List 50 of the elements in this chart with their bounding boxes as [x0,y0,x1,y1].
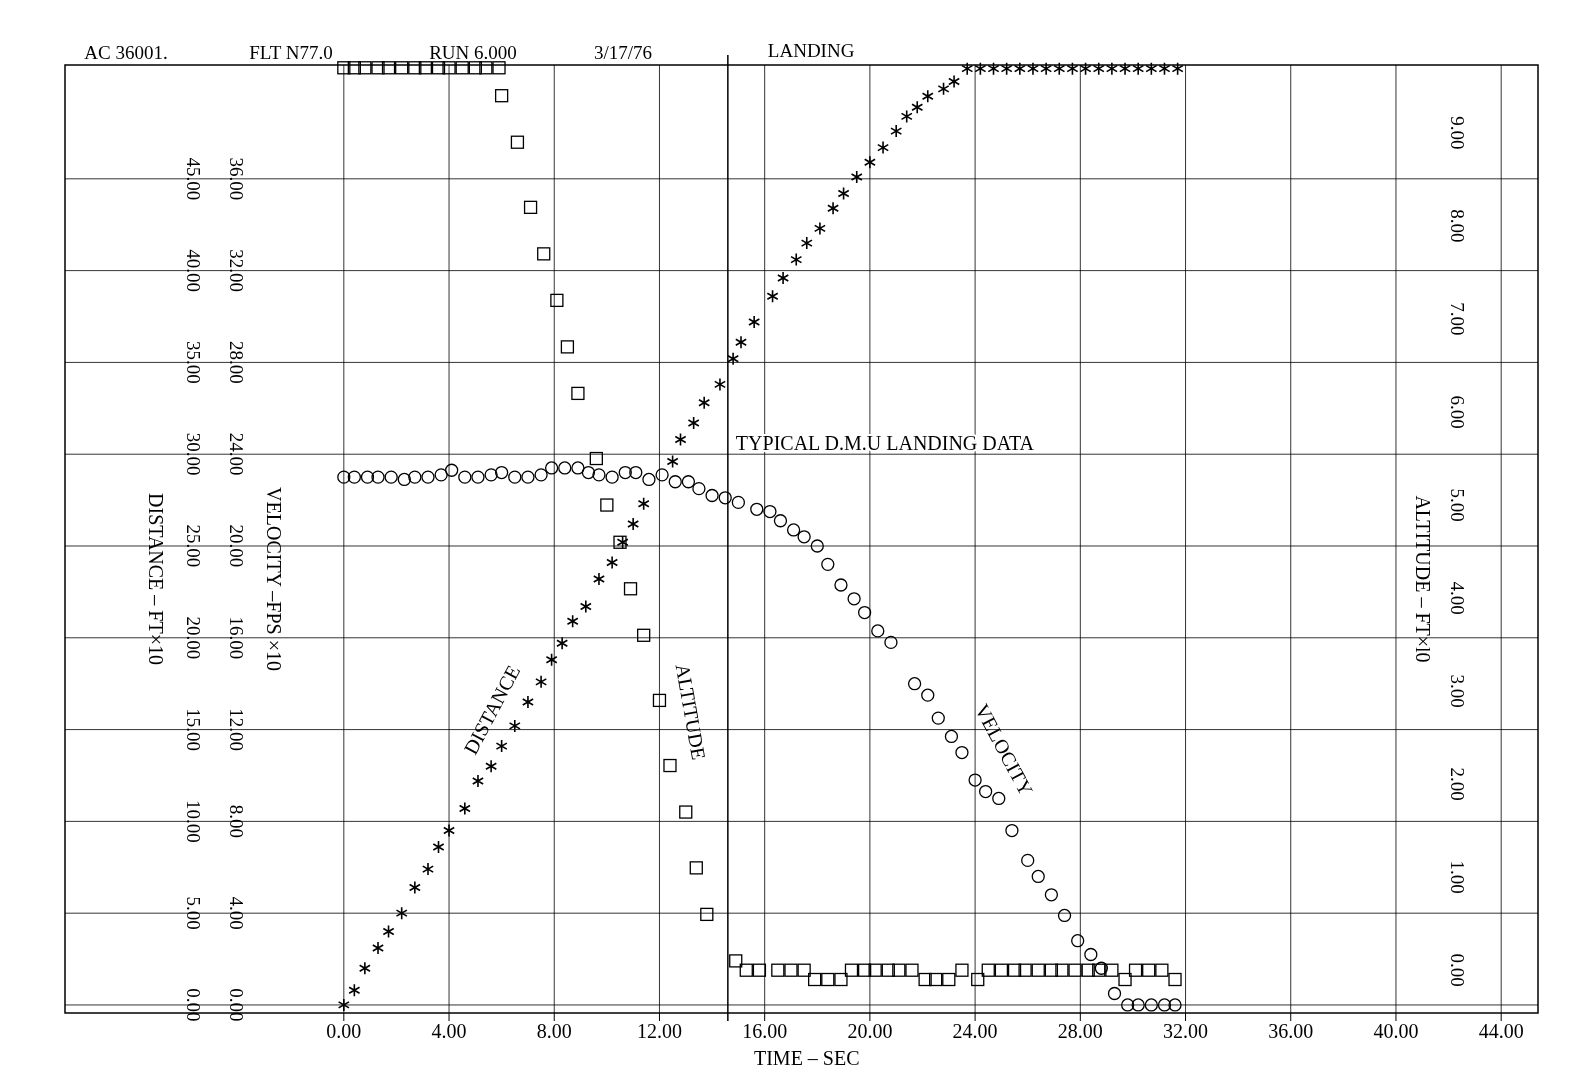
y2-axis-title: DISTANCE – FT×10 [145,493,168,665]
x-tick-label: 8.00 [536,1020,572,1042]
y2-tick-label: 30.00 [182,432,204,476]
text: ALTITUDE [671,662,711,762]
x-tick-label: 32.00 [1163,1020,1209,1042]
y2-tick-label: 35.00 [182,341,204,384]
y3-tick-label: 9.00 [1446,116,1468,150]
y2-tick-label: 10.00 [182,799,204,843]
y2-tick-label: 40.00 [182,249,204,292]
y2-tick-label: 20.00 [182,616,204,660]
y3-tick-label: 4.00 [1446,581,1468,615]
y-axis-title: VELOCITY –FPS ×10 [263,487,286,671]
y-tick-label: 8.00 [225,804,247,839]
y-tick-label: 36.00 [225,157,247,201]
y-tick-label: 24.00 [225,432,247,476]
text: 3/17/76 [593,42,653,63]
x-tick-label: 28.00 [1057,1020,1103,1042]
x-tick-label: 24.00 [952,1020,998,1042]
y3-axis-title: ALTITUDE – FT×l0 [1412,495,1435,663]
x-tick-label: 4.00 [431,1020,467,1042]
x-tick-label: 44.00 [1478,1020,1524,1042]
y-tick-label: 28.00 [225,341,247,384]
y-tick-label: 16.00 [225,616,247,660]
text: FLT N77.0 [249,42,333,63]
y2-tick-label: 45.00 [182,157,204,201]
y2-tick-label: 5.00 [182,896,204,930]
y-tick-label: 20.00 [225,524,247,568]
y-tick-label: 32.00 [225,249,247,292]
text: RUN 6.000 [429,42,517,63]
y3-tick-label: 3.00 [1446,674,1468,708]
x-tick-label: 36.00 [1268,1020,1314,1042]
text: AC 36001. [84,42,168,63]
y3-tick-label: 1.00 [1446,860,1468,894]
x-tick-label: 0.00 [326,1020,362,1042]
x-tick-label: 40.00 [1373,1020,1419,1042]
y2-tick-label: 15.00 [182,708,204,751]
y-tick-label: 4.00 [225,896,247,930]
y3-tick-label: 8.00 [1446,209,1468,243]
y3-tick-label: 5.00 [1446,488,1468,522]
x-axis-title: TIME – SEC [753,1047,860,1069]
y3-tick-label: 2.00 [1446,767,1468,801]
y-tick-label: 12.00 [225,708,247,751]
x-tick-label: 12.00 [636,1020,682,1042]
x-tick-label: 20.00 [847,1020,893,1042]
x-tick-label: 16.00 [742,1020,788,1042]
y2-tick-label: 25.00 [182,524,204,568]
y3-tick-label: 6.00 [1446,395,1468,429]
ref-line-label: LANDING [767,40,855,61]
y3-tick-label: 7.00 [1446,302,1468,336]
y3-tick-label: 0.00 [1446,953,1468,987]
